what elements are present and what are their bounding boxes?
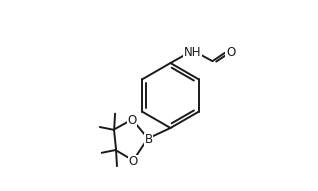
Text: O: O bbox=[128, 155, 138, 168]
Text: O: O bbox=[226, 46, 235, 59]
Text: NH: NH bbox=[184, 46, 201, 59]
Text: O: O bbox=[128, 114, 137, 127]
Text: B: B bbox=[144, 134, 153, 146]
